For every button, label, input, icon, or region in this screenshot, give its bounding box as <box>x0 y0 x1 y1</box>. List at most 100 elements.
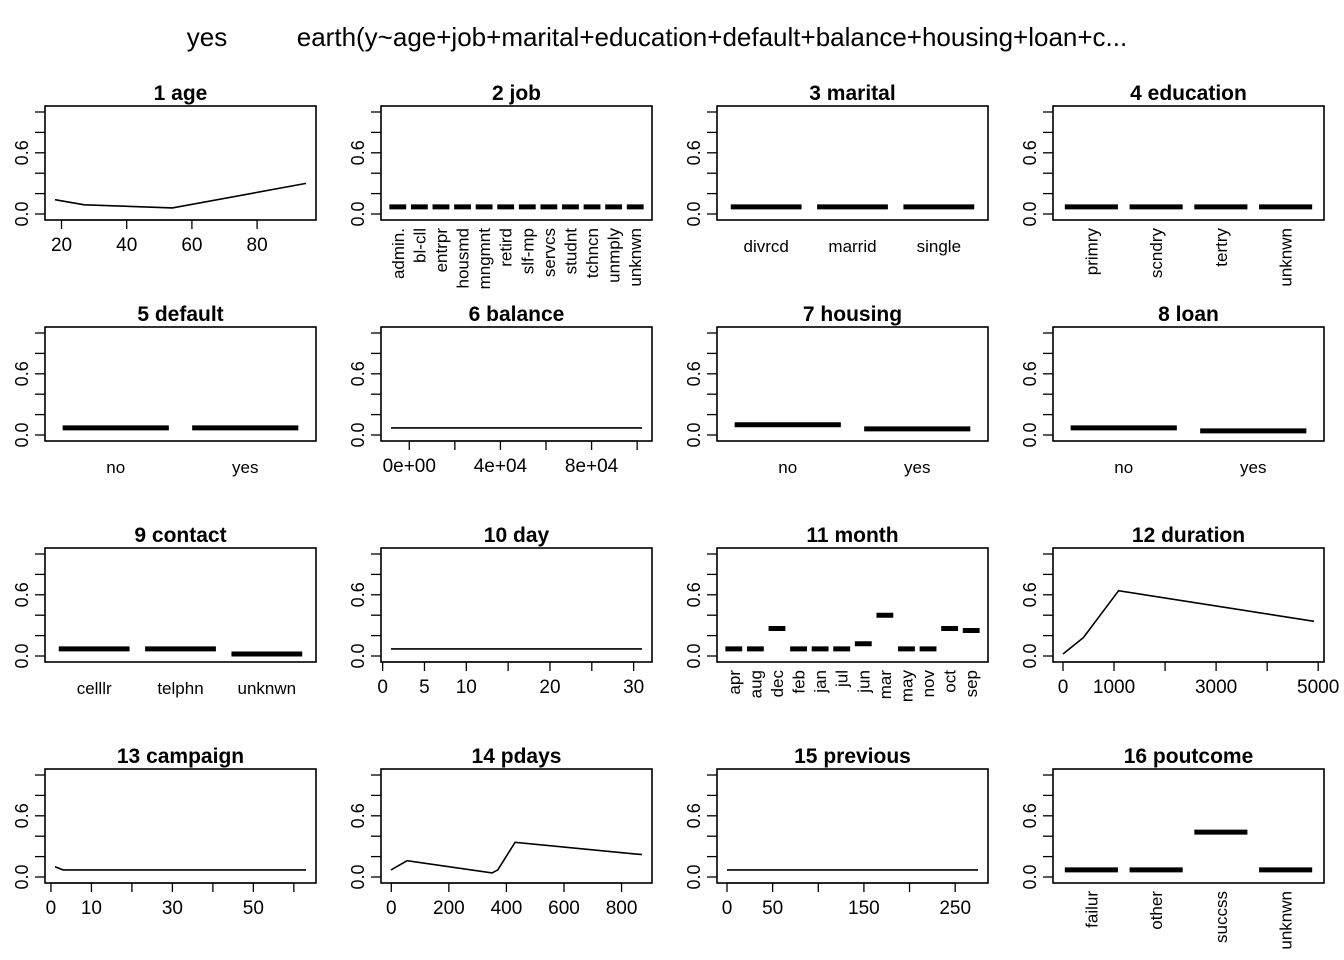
panel-5: 5 default 0.0 0.6 no yes <box>12 303 317 477</box>
panel-12: 12 duration 0.0 0.6 0 1000 3000 5000 <box>1020 524 1339 698</box>
category-label: tertry <box>1212 228 1231 267</box>
y-tick-label: 0.6 <box>684 140 704 165</box>
plot-frame <box>380 768 653 884</box>
y-tick-label: 0.0 <box>12 643 32 668</box>
category-label: single <box>917 237 961 256</box>
x-tick-label: 50 <box>762 898 783 919</box>
category-label: oct <box>941 670 960 693</box>
category-label: no <box>778 458 797 477</box>
x-tick-label: 8e+04 <box>565 456 619 477</box>
panel-title: 16 poutcome <box>1124 745 1254 768</box>
panel-3: 3 marital 0.0 0.6 divrcd marrid single <box>684 82 989 256</box>
y-tick-label: 0.0 <box>348 422 368 447</box>
category-label: mar <box>876 670 895 700</box>
y-tick-label: 0.6 <box>1020 140 1040 165</box>
plot-frame <box>1052 326 1325 442</box>
y-tick-label: 0.6 <box>684 803 704 828</box>
category-label: jun <box>854 670 873 694</box>
panel-grid: 1 age 0.0 0.6 20 40 60 80 2 job 0.0 0.6 admin. bl-c… <box>12 82 1339 950</box>
category-label: unmply <box>605 228 624 283</box>
x-tick-label: 0 <box>46 898 57 919</box>
panel-7: 7 housing 0.0 0.6 no yes <box>684 303 989 477</box>
x-tick-label: 0 <box>1058 677 1069 698</box>
panel-title: 14 pdays <box>472 745 562 768</box>
plot-frame <box>1052 547 1325 663</box>
x-tick-label: 20 <box>51 235 72 256</box>
y-tick-label: 0.0 <box>684 422 704 447</box>
x-tick-label: 400 <box>491 898 523 919</box>
category-label: celllr <box>77 679 112 698</box>
y-tick-label: 0.6 <box>12 361 32 386</box>
panel-title: 6 balance <box>469 303 565 326</box>
panel-14: 14 pdays 0.0 0.6 0 200 400 600 800 <box>348 745 653 919</box>
y-tick-label: 0.6 <box>1020 361 1040 386</box>
y-tick-label: 0.6 <box>684 582 704 607</box>
response-curve <box>1062 589 1315 655</box>
x-tick-label: 5000 <box>1297 677 1339 698</box>
y-tick-label: 0.0 <box>348 864 368 889</box>
plot-frame <box>716 547 989 663</box>
y-tick-label: 0.6 <box>348 803 368 828</box>
x-tick-label: 5 <box>419 677 430 698</box>
panel-title: 12 duration <box>1132 524 1245 547</box>
category-label: apr <box>725 670 744 695</box>
plot-frame <box>716 768 989 884</box>
category-label: housmd <box>454 228 473 288</box>
y-tick-label: 0.6 <box>12 582 32 607</box>
y-tick-label: 0.0 <box>1020 643 1040 668</box>
category-label: no <box>1114 458 1133 477</box>
y-tick-label: 0.6 <box>348 140 368 165</box>
plot-frame <box>44 768 317 884</box>
y-tick-label: 0.6 <box>12 803 32 828</box>
x-tick-label: 0 <box>386 898 397 919</box>
x-tick-label: 10 <box>456 677 477 698</box>
panel-4: 4 education 0.0 0.6 primry scndry tertry unknw… <box>1020 82 1325 287</box>
response-curve <box>390 841 643 874</box>
category-label: yes <box>1240 458 1266 477</box>
x-tick-label: 40 <box>116 235 137 256</box>
category-label: failur <box>1082 891 1101 928</box>
y-tick-label: 0.0 <box>684 201 704 226</box>
x-tick-label: 0 <box>722 898 733 919</box>
x-tick-label: 3000 <box>1195 677 1237 698</box>
x-tick-label: 50 <box>243 898 264 919</box>
category-label: studnt <box>561 228 580 275</box>
panel-title: 5 default <box>137 303 223 326</box>
panel-10: 10 day 0.0 0.6 0 5 10 20 30 <box>348 524 653 698</box>
response-curve <box>54 866 306 871</box>
y-tick-label: 0.0 <box>12 201 32 226</box>
category-label: unknwn <box>238 679 297 698</box>
y-tick-label: 0.0 <box>348 201 368 226</box>
category-label: unknwn <box>1277 228 1296 287</box>
x-tick-label: 150 <box>848 898 880 919</box>
y-tick-label: 0.0 <box>684 643 704 668</box>
y-tick-label: 0.0 <box>348 643 368 668</box>
panel-15: 15 previous 0.0 0.6 0 50 150 250 <box>684 745 989 919</box>
plot-frame <box>44 105 317 221</box>
y-tick-label: 0.6 <box>684 361 704 386</box>
category-label: tchncn <box>583 228 602 278</box>
category-label: retird <box>497 228 516 267</box>
category-label: entrpr <box>432 228 451 273</box>
plot-frame <box>1052 768 1325 884</box>
panel-title: 2 job <box>492 82 541 105</box>
y-tick-label: 0.6 <box>1020 803 1040 828</box>
x-tick-label: 800 <box>606 898 638 919</box>
y-tick-label: 0.0 <box>1020 422 1040 447</box>
panel-16: 16 poutcome 0.0 0.6 failur other succss unknwn <box>1020 745 1325 950</box>
plot-frame <box>44 547 317 663</box>
panel-title: 4 education <box>1130 82 1247 105</box>
y-tick-label: 0.6 <box>348 582 368 607</box>
y-tick-label: 0.6 <box>1020 582 1040 607</box>
category-label: divrcd <box>743 237 788 256</box>
response-label: yes <box>187 22 227 52</box>
panel-13: 13 campaign 0.0 0.6 0 10 30 50 <box>12 745 317 919</box>
response-curve <box>54 182 307 209</box>
panel-8: 8 loan 0.0 0.6 no yes <box>1020 303 1325 477</box>
category-label: yes <box>232 458 258 477</box>
panel-title: 15 previous <box>794 745 911 768</box>
category-label: primry <box>1082 228 1101 276</box>
plot-frame <box>716 326 989 442</box>
y-tick-label: 0.0 <box>12 864 32 889</box>
